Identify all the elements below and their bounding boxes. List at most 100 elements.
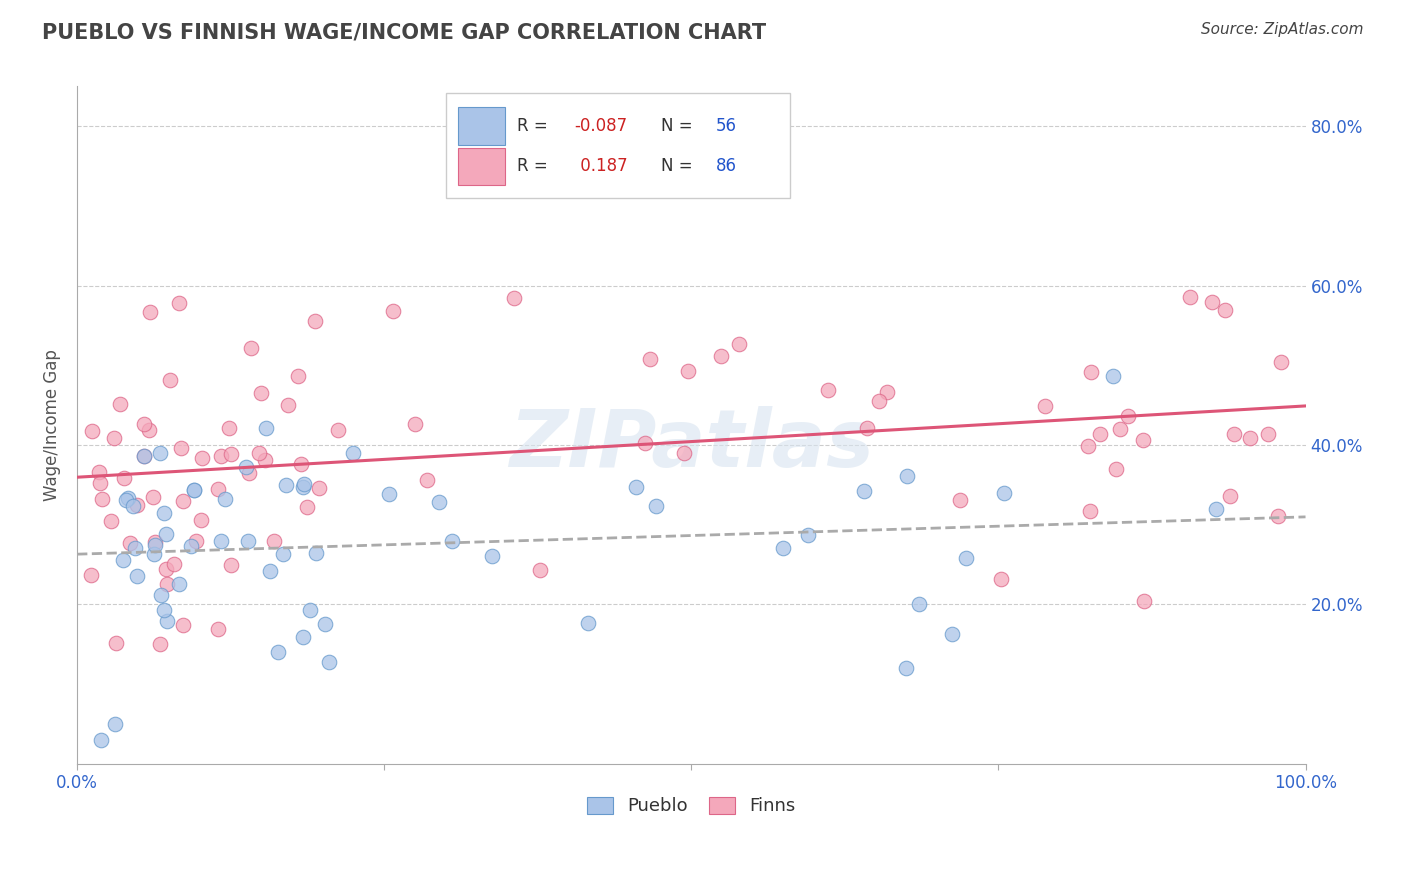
Point xyxy=(1178,290,1201,304)
Point xyxy=(209,534,232,549)
Point xyxy=(238,466,260,480)
Point xyxy=(104,636,127,650)
Point xyxy=(318,656,340,670)
Point xyxy=(100,514,122,528)
Point xyxy=(676,364,699,378)
Point xyxy=(634,435,657,450)
Point xyxy=(89,475,111,490)
Point xyxy=(180,539,202,553)
Point xyxy=(292,630,315,644)
Point xyxy=(143,535,166,549)
Point xyxy=(143,538,166,552)
Point xyxy=(908,597,931,611)
Point xyxy=(155,562,177,576)
Legend: Pueblo, Finns: Pueblo, Finns xyxy=(581,789,803,822)
Point xyxy=(378,487,401,501)
Point xyxy=(155,614,177,628)
Text: ZIPatlas: ZIPatlas xyxy=(509,407,873,484)
Point xyxy=(481,549,503,563)
FancyBboxPatch shape xyxy=(446,93,790,198)
Point xyxy=(238,533,260,548)
Point xyxy=(941,627,963,641)
Point xyxy=(263,533,285,548)
Point xyxy=(427,495,450,509)
Point xyxy=(578,615,600,630)
Point xyxy=(127,498,149,512)
Point xyxy=(271,547,294,561)
Point xyxy=(1257,427,1279,442)
Point xyxy=(292,477,315,491)
Point xyxy=(638,351,661,366)
Point xyxy=(298,603,321,617)
Point xyxy=(1239,431,1261,445)
Point xyxy=(156,577,179,591)
Point xyxy=(138,423,160,437)
Point xyxy=(117,491,139,506)
Point xyxy=(274,477,297,491)
Point xyxy=(728,337,751,351)
Point xyxy=(990,572,1012,586)
Point xyxy=(1213,303,1236,318)
Point xyxy=(153,507,176,521)
Point xyxy=(112,471,135,485)
Point xyxy=(240,341,263,355)
Point xyxy=(1270,355,1292,369)
Point xyxy=(207,622,229,636)
Point xyxy=(1078,503,1101,517)
Point xyxy=(852,483,875,498)
Text: 0.187: 0.187 xyxy=(575,157,627,176)
Point xyxy=(502,291,524,305)
Point xyxy=(247,445,270,459)
Text: N =: N = xyxy=(661,117,692,135)
Point xyxy=(148,446,170,460)
Point xyxy=(91,492,114,507)
Point xyxy=(207,483,229,497)
Point xyxy=(287,368,309,383)
Point xyxy=(1205,501,1227,516)
Point xyxy=(267,645,290,659)
Point xyxy=(183,483,205,497)
Point xyxy=(214,492,236,507)
Point xyxy=(993,486,1015,500)
Point xyxy=(856,421,879,435)
Text: 56: 56 xyxy=(716,117,737,135)
Point xyxy=(122,499,145,513)
Point xyxy=(114,493,136,508)
Point xyxy=(159,373,181,387)
Point xyxy=(80,424,103,438)
Point xyxy=(644,500,666,514)
Point xyxy=(529,563,551,577)
Point xyxy=(167,577,190,591)
Point xyxy=(796,527,818,541)
Point xyxy=(163,557,186,571)
Point xyxy=(948,492,970,507)
Point xyxy=(190,514,212,528)
Point xyxy=(132,417,155,432)
Point xyxy=(1035,400,1057,414)
Point xyxy=(235,460,257,475)
Point xyxy=(304,314,326,328)
Point xyxy=(124,541,146,555)
Point xyxy=(868,394,890,409)
Point xyxy=(254,421,277,435)
Point xyxy=(498,183,520,197)
Point xyxy=(104,717,127,731)
Point xyxy=(170,441,193,455)
Point xyxy=(184,533,207,548)
Point xyxy=(139,305,162,319)
Point xyxy=(219,558,242,572)
Text: R =: R = xyxy=(517,157,547,176)
Point xyxy=(127,568,149,582)
Point xyxy=(673,446,696,460)
Point xyxy=(150,588,173,602)
Point xyxy=(290,457,312,471)
Point xyxy=(250,385,273,400)
FancyBboxPatch shape xyxy=(458,107,505,145)
Point xyxy=(183,483,205,497)
Point xyxy=(1080,365,1102,379)
Point xyxy=(297,500,319,514)
Point xyxy=(382,303,405,318)
Point xyxy=(1077,439,1099,453)
Point xyxy=(416,473,439,487)
Point xyxy=(1201,294,1223,309)
